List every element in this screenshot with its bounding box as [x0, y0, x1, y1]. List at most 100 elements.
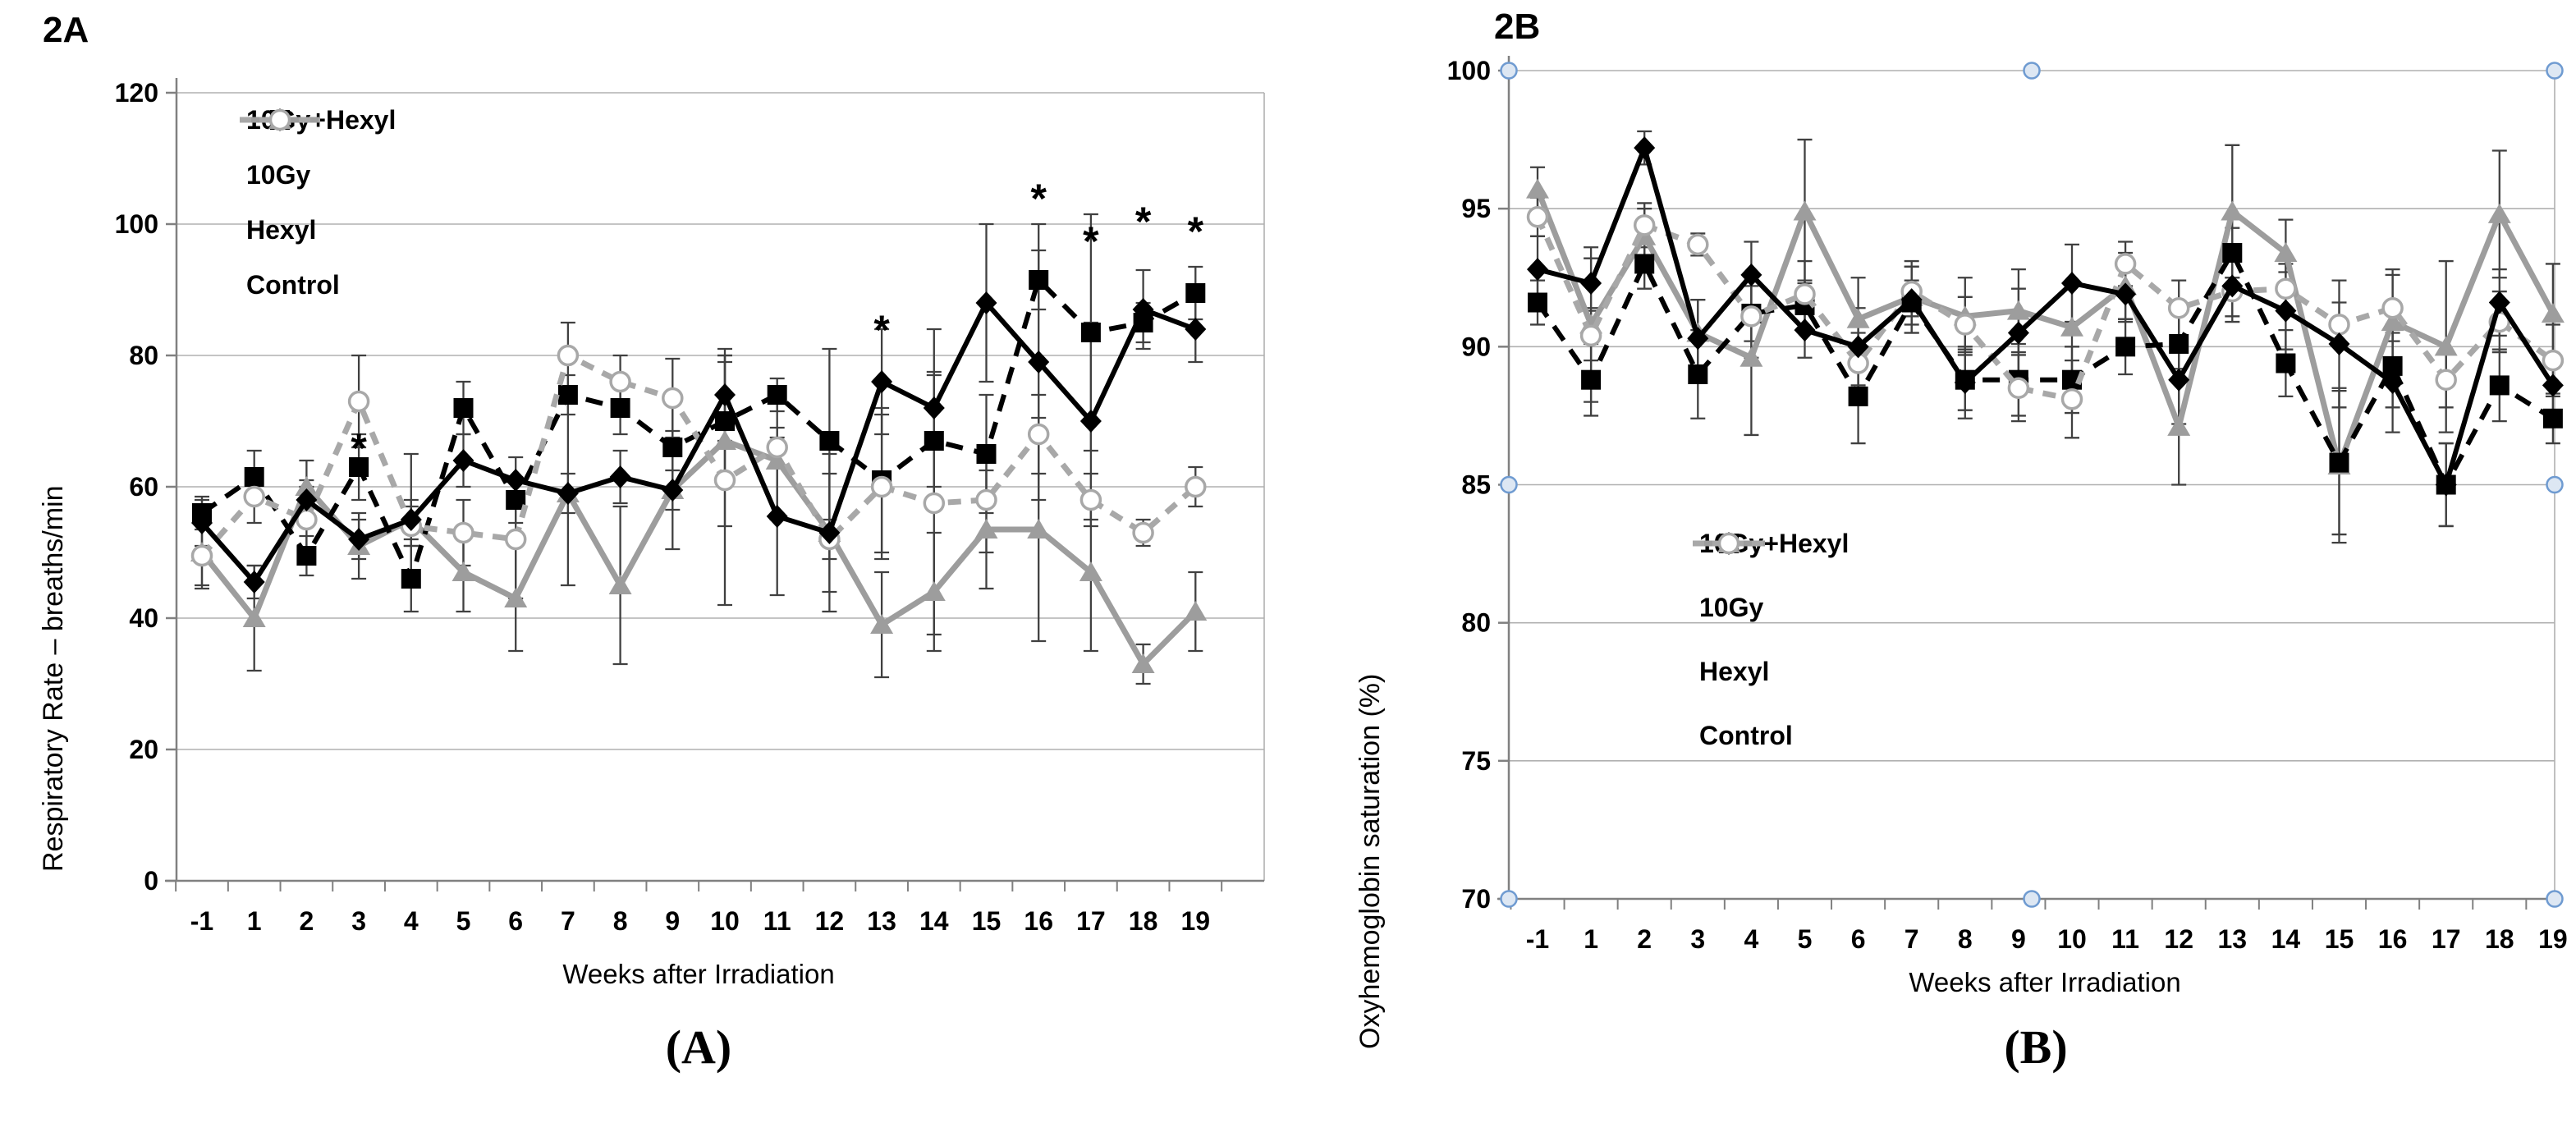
data-point-marker	[2542, 349, 2565, 372]
data-point-marker	[2435, 473, 2457, 497]
data-point-marker	[1848, 386, 1868, 406]
data-point-marker	[610, 398, 630, 418]
y-tick-label: 95	[1461, 194, 1491, 223]
data-point-marker	[2434, 336, 2458, 356]
legend-item-10Gy: 10Gy	[240, 110, 396, 190]
data-point-marker	[504, 528, 527, 551]
x-tick-label: 1	[247, 906, 262, 936]
data-point-marker	[243, 485, 265, 508]
data-point-marker	[2274, 241, 2298, 262]
data-point-marker	[1954, 314, 1977, 336]
data-point-marker	[1740, 263, 1762, 286]
data-point-marker	[557, 482, 579, 505]
data-point-marker	[924, 431, 944, 451]
data-point-marker	[1900, 288, 1923, 312]
x-tick-label: 15	[2325, 924, 2354, 954]
data-point-marker	[713, 430, 736, 450]
data-point-marker	[2221, 200, 2244, 221]
x-tick-label: 4	[404, 906, 419, 936]
legend-label: 10Gy	[1699, 592, 1764, 622]
data-point-marker	[923, 396, 945, 419]
x-tick-label: 18	[2485, 924, 2514, 954]
data-point-marker	[765, 450, 789, 470]
legend-panel-a: 10Gy+Hexyl 10Gy Hexyl Control	[240, 105, 396, 325]
data-point-marker	[1027, 519, 1051, 539]
y-tick-label: 120	[115, 78, 158, 108]
panel-b-y-axis-label: Oxyhemoglobin saturation (%)	[1354, 673, 1386, 1049]
x-tick-label: 2	[1637, 924, 1652, 954]
data-point-marker	[2114, 253, 2137, 275]
data-point-marker	[1185, 283, 1206, 303]
x-tick-label: 12	[2164, 924, 2193, 954]
x-tick-label: 8	[613, 906, 628, 936]
data-point-marker	[714, 383, 736, 406]
legend-label: Control	[1699, 720, 1793, 750]
x-tick-label: 13	[867, 906, 896, 936]
data-point-marker	[2381, 371, 2404, 395]
data-point-marker	[348, 528, 370, 551]
selection-handle-middle-left[interactable]	[1500, 475, 1518, 494]
data-point-marker	[190, 544, 213, 567]
selection-handle-middle-right[interactable]	[2546, 475, 2564, 494]
data-point-marker	[870, 475, 893, 498]
data-point-marker	[2542, 408, 2563, 429]
selection-handle-bottom-center[interactable]	[2023, 890, 2041, 908]
data-point-marker	[1634, 254, 1655, 274]
selection-handle-top-right[interactable]	[2546, 62, 2564, 80]
selection-handle-bottom-right[interactable]	[2546, 890, 2564, 908]
data-point-marker	[1028, 351, 1050, 374]
x-tick-label: 19	[2538, 924, 2568, 954]
data-point-marker	[1794, 319, 1816, 342]
selection-handle-top-left[interactable]	[1500, 62, 1518, 80]
x-tick-label: -1	[190, 906, 213, 936]
selection-handle-bottom-left[interactable]	[1500, 890, 1518, 908]
x-tick-label: 5	[456, 906, 471, 936]
data-point-marker	[2329, 452, 2349, 473]
data-point-marker	[1717, 532, 1740, 555]
y-tick-label: 90	[1461, 332, 1491, 361]
data-point-marker	[557, 344, 580, 367]
data-point-marker	[1079, 410, 1102, 433]
x-tick-label: 11	[763, 906, 791, 936]
data-point-marker	[1185, 475, 1207, 498]
error-bars-Hexyl	[195, 354, 1203, 685]
series-10Gy+Hexyl	[1527, 136, 2564, 497]
series-line	[1537, 140, 2555, 492]
legend-item-Control: Control	[240, 108, 396, 300]
data-point-marker	[2222, 242, 2243, 263]
data-point-marker	[557, 385, 578, 405]
data-point-marker	[504, 588, 528, 607]
data-point-marker	[2006, 300, 2030, 320]
data-point-marker	[242, 607, 266, 627]
panel-b-title: 2B	[1494, 7, 1541, 47]
panel-b-x-axis-label: Weeks after Irradiation	[1909, 967, 2181, 997]
data-point-marker	[609, 465, 631, 488]
data-point-marker	[2115, 282, 2137, 306]
data-point-marker	[1132, 298, 1154, 321]
legend-item-10Gy: 10Gy	[1693, 534, 1849, 622]
x-tick-label: 1	[1584, 924, 1598, 954]
data-point-marker	[1527, 258, 1548, 282]
data-point-marker	[295, 476, 319, 496]
selection-handle-top-center[interactable]	[2023, 62, 2041, 80]
data-point-marker	[818, 521, 841, 544]
data-point-marker	[1739, 346, 1763, 367]
y-tick-label: 60	[129, 472, 158, 502]
error-bars-Hexyl	[1530, 138, 2560, 544]
x-tick-label: 10	[2057, 924, 2087, 954]
series-line	[199, 298, 1197, 586]
y-tick-label: 80	[129, 341, 158, 370]
data-point-marker	[2489, 375, 2510, 396]
data-point-marker	[347, 390, 370, 413]
data-point-marker	[1633, 214, 1656, 236]
y-tick-label: 0	[144, 866, 158, 896]
data-point-marker	[1687, 327, 1709, 351]
x-tick-label: 14	[919, 906, 949, 936]
x-tick-label: 7	[561, 906, 575, 936]
series-10Gy+Hexyl	[191, 291, 1207, 593]
data-point-marker	[2328, 332, 2350, 355]
data-point-marker	[1027, 423, 1050, 446]
panel-a-caption: (A)	[665, 1020, 732, 1074]
data-point-marker	[1580, 271, 1602, 295]
